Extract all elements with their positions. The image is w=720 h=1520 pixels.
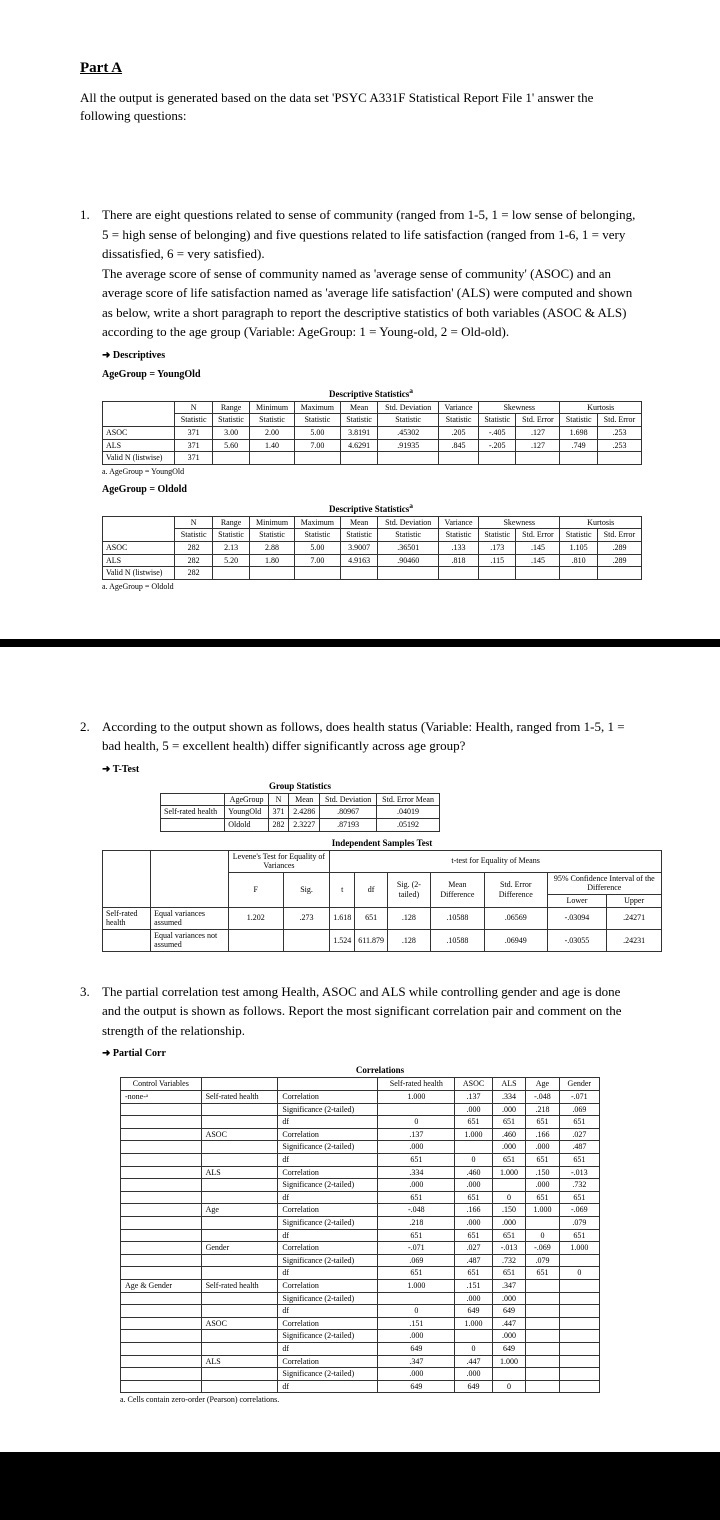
gstat-title: Group Statistics <box>160 781 440 791</box>
table1-footnote: a. AgeGroup = YoungOld <box>102 467 640 476</box>
descriptives-marker: Descriptives <box>102 350 640 361</box>
group1-title: AgeGroup = YoungOld <box>102 369 640 380</box>
part-title: Part A <box>80 60 640 77</box>
page-1: Part A All the output is generated based… <box>0 0 720 639</box>
ttest-title: Independent Samples Test <box>102 838 662 848</box>
corr-title: Correlations <box>120 1065 640 1075</box>
table2-footnote: a. AgeGroup = Oldold <box>102 582 640 591</box>
descriptives-table-youngold: NRangeMinimumMaximumMeanStd. DeviationVa… <box>102 401 642 465</box>
group-statistics-table: AgeGroupNMeanStd. DeviationStd. Error Me… <box>160 793 440 832</box>
q2-body: According to the output shown as follows… <box>102 717 640 756</box>
q3-number: 3. <box>80 982 102 1041</box>
question-1: 1. There are eight questions related to … <box>80 205 640 342</box>
correlations-table: Control VariablesSelf-rated healthASOCAL… <box>120 1077 600 1393</box>
partialcorr-marker: Partial Corr <box>102 1048 640 1059</box>
group2-title: AgeGroup = Oldold <box>102 484 640 495</box>
q3-body: The partial correlation test among Healt… <box>102 982 640 1041</box>
ttest-marker: T-Test <box>102 764 640 775</box>
desc-table1-title: Descriptive Statisticsa <box>102 386 640 399</box>
q1-body: There are eight questions related to sen… <box>102 205 640 342</box>
question-2: 2. According to the output shown as foll… <box>80 717 640 756</box>
desc-table2-title: Descriptive Statisticsa <box>102 501 640 514</box>
page-2: 2. According to the output shown as foll… <box>0 647 720 1452</box>
corr-footnote: a. Cells contain zero-order (Pearson) co… <box>120 1395 640 1404</box>
independent-samples-test-table: Levene's Test for Equality of Variancest… <box>102 850 662 952</box>
q1-number: 1. <box>80 205 102 342</box>
intro-text: All the output is generated based on the… <box>80 89 640 125</box>
q2-number: 2. <box>80 717 102 756</box>
descriptives-table-oldold: NRangeMinimumMaximumMeanStd. DeviationVa… <box>102 516 642 580</box>
question-3: 3. The partial correlation test among He… <box>80 982 640 1041</box>
